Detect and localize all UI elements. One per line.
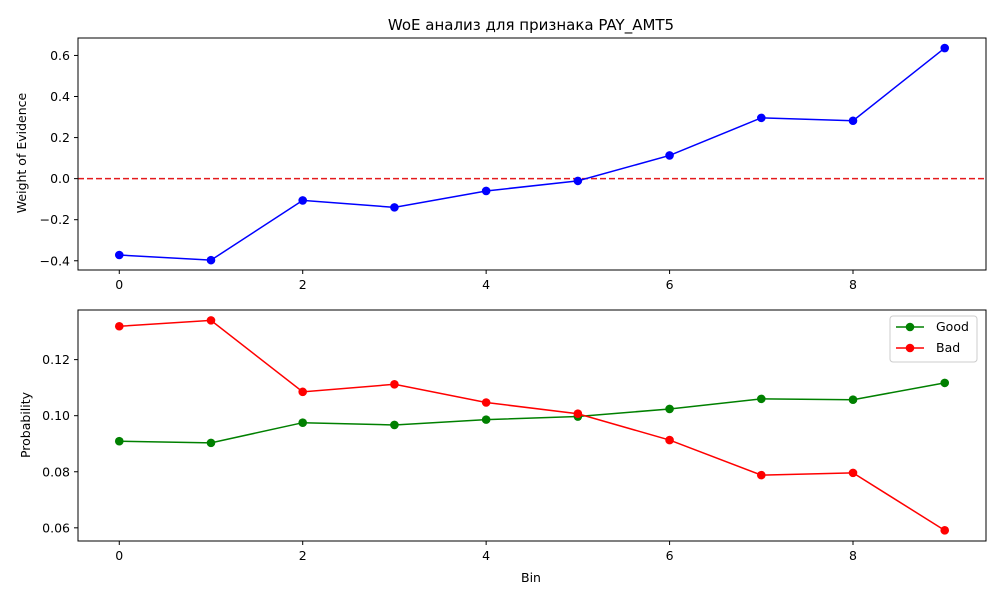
woe-point-0: [114, 250, 124, 260]
bad-point-5: [573, 409, 583, 419]
probability-y-axis-label: Probability: [18, 391, 33, 458]
woe-x-tick-label: 0: [115, 277, 123, 292]
bad-point-1: [206, 316, 216, 325]
probability-axes: 0 2 4 6 8 0.06 0.08 0.10 0.12: [42, 309, 987, 563]
legend-good-label: Good: [936, 319, 969, 334]
woe-point-1: [206, 255, 216, 265]
prob-x-tick-label: 8: [849, 548, 857, 563]
legend-bad-marker: [905, 343, 915, 353]
woe-point-8: [848, 116, 858, 126]
good-point-0: [114, 436, 124, 446]
woe-y-tick-label: 0.6: [50, 48, 70, 63]
good-point-2: [298, 418, 308, 427]
woe-point-6: [665, 151, 674, 160]
woe-x-tick-label: 4: [482, 277, 490, 292]
woe-point-3: [390, 203, 399, 212]
woe-point-2: [298, 196, 308, 205]
woe-point-4: [481, 186, 491, 196]
woe-y-tick-label: −0.2: [40, 212, 70, 227]
prob-y-tick-label: 0.12: [42, 352, 70, 367]
woe-y-tick-label: 0.2: [50, 130, 70, 145]
good-point-4: [481, 415, 491, 424]
bad-point-0: [114, 321, 124, 331]
woe-point-5: [573, 176, 583, 186]
bad-point-9: [940, 526, 950, 535]
good-point-9: [940, 378, 950, 388]
woe-x-tick-label: 2: [299, 277, 307, 292]
woe-x-tick-label: 8: [849, 277, 857, 292]
bad-point-8: [848, 468, 858, 478]
bad-point-3: [390, 379, 399, 389]
good-point-3: [390, 420, 399, 430]
prob-y-tick-label: 0.08: [42, 464, 70, 479]
woe-series-line: [119, 47, 946, 261]
woe-y-tick-label: −0.4: [40, 253, 70, 268]
bad-point-2: [298, 387, 308, 397]
good-point-7: [756, 394, 766, 404]
woe-y-axis-label: Weight of Evidence: [14, 92, 29, 213]
legend-bad-label: Bad: [936, 340, 960, 355]
prob-x-tick-label: 4: [482, 548, 490, 563]
chart-title: WoE анализ для признака PAY_AMT5: [388, 16, 674, 35]
bad-series-line: [119, 319, 946, 531]
legend-good-marker: [905, 322, 915, 332]
good-series-line: [119, 382, 945, 444]
woe-x-tick-label: 6: [666, 277, 674, 292]
woe-y-tick-label: 0.4: [50, 89, 70, 104]
bad-point-4: [481, 398, 491, 407]
good-point-8: [848, 395, 858, 405]
woe-axes-frame: [77, 37, 987, 271]
prob-y-tick-label: 0.10: [42, 408, 70, 423]
woe-y-tick-label: 0.0: [50, 171, 70, 186]
prob-x-tick-label: 6: [666, 548, 674, 563]
good-point-6: [665, 404, 674, 414]
bad-point-7: [756, 470, 766, 480]
good-point-1: [206, 438, 216, 448]
woe-axes: 0 2 4 6 8 −0.4 −0.2 0.0 0.2 0.4 0.6: [40, 37, 987, 292]
woe-point-9: [940, 43, 950, 53]
woe-point-7: [756, 113, 766, 123]
prob-y-tick-label: 0.06: [42, 520, 70, 535]
bad-point-6: [665, 435, 674, 445]
prob-x-tick-label: 0: [115, 548, 123, 563]
bin-x-axis-label: Bin: [521, 570, 541, 585]
prob-axes-frame: [77, 309, 987, 542]
legend: Good Bad: [889, 315, 978, 363]
prob-x-tick-label: 2: [299, 548, 307, 563]
